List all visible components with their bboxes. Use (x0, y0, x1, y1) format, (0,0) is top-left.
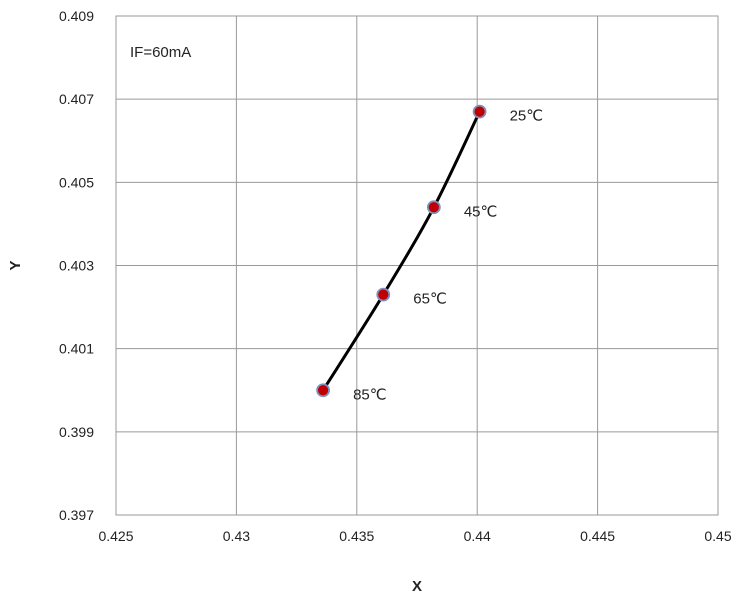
x-axis-title: X (412, 578, 422, 595)
data-label: 25℃ (510, 108, 544, 125)
x-tick-labels: 0.425 0.43 0.435 0.44 0.445 0.45 (98, 528, 731, 544)
y-tick-label: 0.401 (59, 341, 94, 357)
y-tick-labels: 0.397 0.399 0.401 0.403 0.405 0.407 0.409 (59, 8, 94, 523)
x-tick-label: 0.425 (98, 528, 133, 544)
data-label: 65℃ (413, 291, 447, 308)
x-tick-label: 0.44 (464, 528, 491, 544)
data-point (316, 383, 330, 398)
data-point (472, 104, 487, 119)
plot-area (115, 15, 719, 516)
x-tick-label: 0.445 (580, 528, 615, 544)
y-tick-label: 0.405 (59, 174, 94, 190)
y-tick-label: 0.397 (59, 507, 94, 523)
data-point (376, 287, 391, 302)
x-tick-label: 0.435 (339, 528, 374, 544)
condition-annotation: IF=60mA (130, 44, 191, 61)
y-tick-label: 0.407 (59, 91, 94, 107)
data-points (316, 104, 487, 398)
y-tick-label: 0.403 (59, 258, 94, 274)
data-label: 45℃ (464, 203, 498, 220)
series-line (321, 110, 482, 392)
y-tick-label: 0.409 (59, 8, 94, 24)
data-point (426, 200, 441, 215)
y-tick-label: 0.399 (59, 424, 94, 440)
grid-lines (115, 15, 719, 516)
data-labels: 25℃ 45℃ 65℃ 85℃ (353, 108, 543, 404)
x-tick-label: 0.43 (223, 528, 250, 544)
y-axis-title: Y (7, 260, 24, 270)
x-tick-label: 0.45 (704, 528, 731, 544)
data-label: 85℃ (353, 386, 387, 403)
